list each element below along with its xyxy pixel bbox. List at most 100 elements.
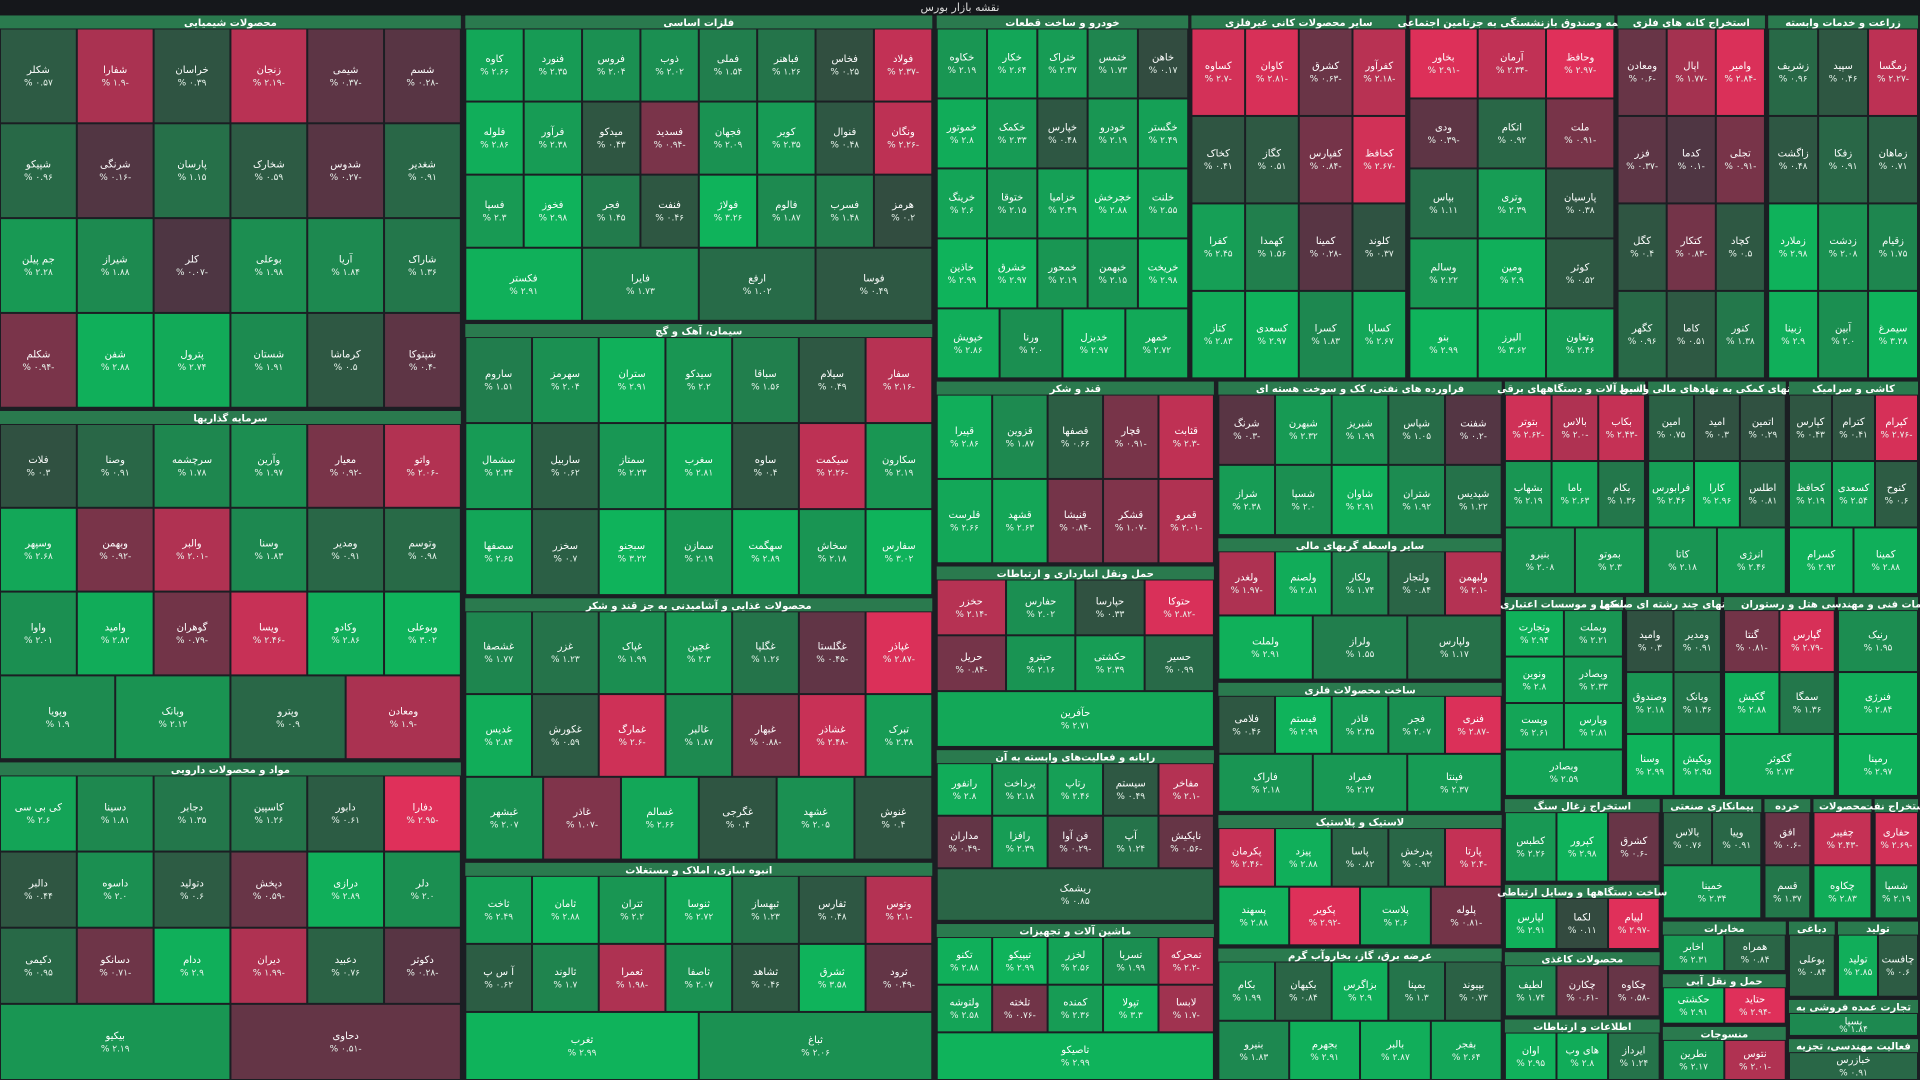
tile-box[interactable] — [1765, 813, 1810, 865]
stock-tile[interactable]: پلوله-۰.۸۱ % — [1431, 887, 1501, 945]
tile-box[interactable] — [1725, 935, 1785, 971]
tile-box[interactable] — [1716, 29, 1764, 115]
tile-box[interactable] — [1769, 291, 1818, 378]
tile-box[interactable] — [988, 29, 1037, 98]
stock-tile[interactable]: بتوتر-۲.۶۲ % — [1505, 395, 1551, 461]
tile-box[interactable] — [1446, 829, 1501, 886]
tile-box[interactable] — [308, 124, 384, 218]
tile-box[interactable] — [533, 510, 598, 595]
tile-box[interactable] — [1048, 479, 1103, 563]
stock-tile[interactable]: گپارس-۲.۷۹ % — [1780, 611, 1834, 672]
tile-box[interactable] — [937, 395, 992, 478]
stock-tile[interactable]: کشرق-۰.۶۳ % — [1299, 29, 1352, 115]
tile-box[interactable] — [154, 508, 230, 591]
tile-box[interactable] — [1145, 636, 1213, 691]
tile-box[interactable] — [154, 424, 230, 507]
tile-box[interactable] — [1408, 616, 1501, 679]
tile-box[interactable] — [466, 29, 523, 101]
stock-tile[interactable]: کلر-۰.۰۷ % — [154, 219, 230, 312]
tile-box[interactable] — [1769, 116, 1818, 203]
tile-box[interactable] — [1869, 29, 1917, 115]
tile-box[interactable] — [1667, 29, 1715, 115]
tile-box[interactable] — [231, 219, 307, 312]
tile-box[interactable] — [385, 219, 460, 312]
tile-box[interactable] — [1192, 116, 1245, 203]
tile-box[interactable] — [1159, 938, 1213, 984]
tile-box[interactable] — [1819, 116, 1868, 203]
stock-tile[interactable]: کدما-۰.۱ % — [1667, 116, 1715, 203]
tile-box[interactable] — [1649, 395, 1694, 461]
tile-box[interactable] — [1869, 116, 1917, 203]
tile-box[interactable] — [1038, 29, 1087, 98]
tile-box[interactable] — [1446, 552, 1501, 615]
tile-box[interactable] — [1192, 29, 1245, 115]
tile-box[interactable] — [1276, 962, 1331, 1020]
tile-box[interactable] — [1505, 704, 1563, 749]
tile-box[interactable] — [1332, 395, 1388, 464]
tile-box[interactable] — [1, 424, 76, 507]
stock-tile[interactable]: غمارگ-۲.۶ % — [599, 695, 665, 776]
tile-box[interactable] — [1192, 291, 1245, 378]
tile-box[interactable] — [308, 776, 384, 851]
tile-box[interactable] — [1627, 611, 1673, 672]
tile-box[interactable] — [154, 592, 230, 675]
stock-tile[interactable]: وبهمن-۰.۹۲ % — [77, 508, 153, 591]
tile-box[interactable] — [231, 124, 307, 218]
tile-box[interactable] — [77, 219, 153, 312]
stock-tile[interactable]: حخزر-۲.۱۴ % — [937, 580, 1006, 635]
tile-box[interactable] — [77, 124, 153, 218]
stock-tile[interactable]: شفارا-۱.۹ % — [77, 29, 153, 123]
tile-box[interactable] — [1780, 673, 1834, 733]
tile-box[interactable] — [308, 852, 384, 927]
tile-box[interactable] — [524, 102, 582, 174]
tile-box[interactable] — [1159, 395, 1213, 478]
stock-tile[interactable]: چفیبر-۲.۴۳ % — [1814, 813, 1871, 865]
tile-box[interactable] — [1299, 204, 1352, 290]
tile-box[interactable] — [1, 1004, 230, 1079]
stock-tile[interactable]: مداران-۰.۴۹ % — [937, 816, 992, 868]
